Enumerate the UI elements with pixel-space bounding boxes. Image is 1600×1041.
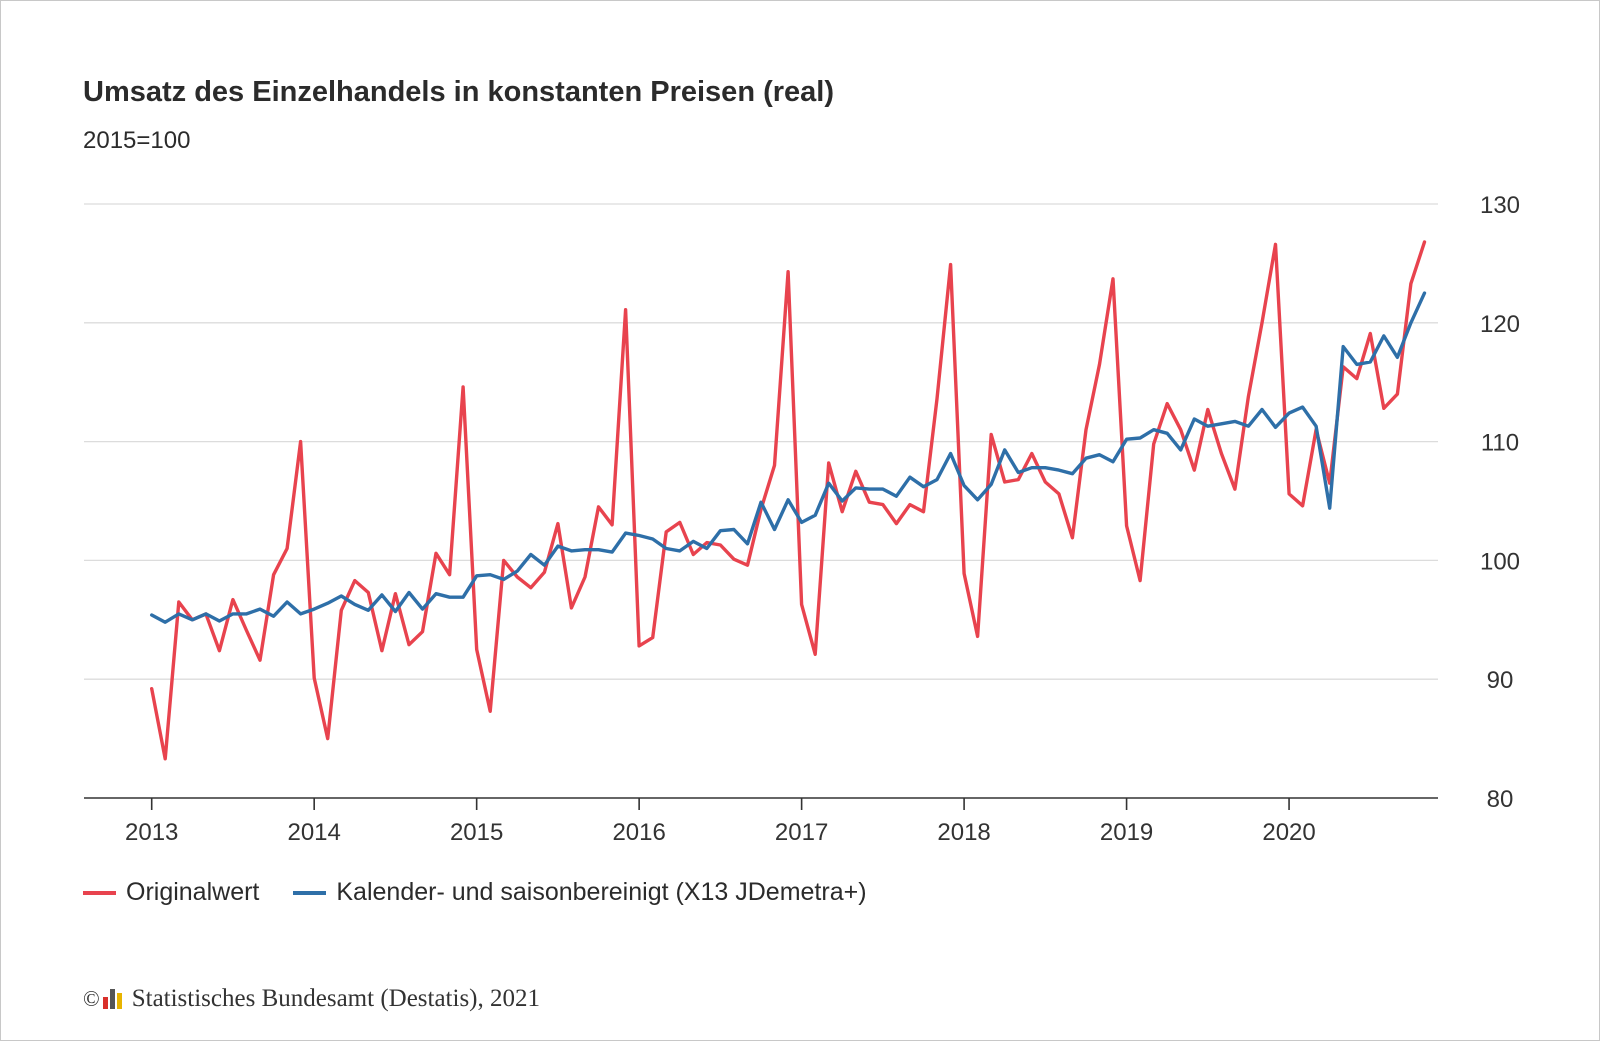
legend-label-adjusted: Kalender- und saisonbereinigt (X13 JDeme… — [336, 878, 867, 906]
x-tick-label: 2020 — [1262, 819, 1315, 846]
legend-item-adjusted: Kalender- und saisonbereinigt (X13 JDeme… — [293, 878, 867, 907]
x-axis: 2013 2014 2015 2016 2017 2018 2019 2020 — [84, 797, 1438, 846]
copyright-symbol: © — [83, 986, 100, 1011]
x-tick-label: 2017 — [775, 819, 828, 846]
gridlines — [84, 203, 1438, 680]
legend-swatch-original — [83, 890, 116, 895]
legend: Originalwert Kalender- und saisonbereini… — [83, 878, 901, 907]
y-tick-label: 80 — [1487, 786, 1514, 813]
source-text: Statistisches Bundesamt (Destatis), 2021 — [131, 985, 541, 1012]
chart-subtitle: 2015=100 — [83, 127, 191, 154]
y-tick-label: 130 — [1480, 192, 1520, 219]
legend-item-original: Originalwert — [83, 878, 259, 907]
y-tick-label: 120 — [1480, 311, 1520, 338]
x-tick-label: 2016 — [612, 819, 665, 846]
destatis-logo-icon — [102, 989, 124, 1009]
series-lines — [149, 240, 1427, 761]
x-tick-label: 2013 — [125, 819, 178, 846]
series-line-adjusted — [149, 291, 1427, 624]
y-tick-label: 100 — [1480, 548, 1520, 575]
source-footer: © Statistisches Bundesamt (Destatis), 20… — [83, 985, 540, 1013]
x-tick-label: 2014 — [287, 819, 340, 846]
x-tick-label: 2015 — [450, 819, 503, 846]
legend-label-original: Originalwert — [126, 878, 260, 906]
x-tick-label: 2018 — [937, 819, 990, 846]
chart-title: Umsatz des Einzelhandels in konstanten P… — [83, 76, 834, 108]
y-tick-label: 110 — [1481, 430, 1519, 457]
legend-swatch-adjusted — [293, 890, 327, 895]
y-tick-label: 90 — [1487, 667, 1514, 694]
x-tick-label: 2019 — [1100, 819, 1153, 846]
y-axis-tick-labels: 80 90 100 110 120 130 — [1480, 192, 1520, 813]
